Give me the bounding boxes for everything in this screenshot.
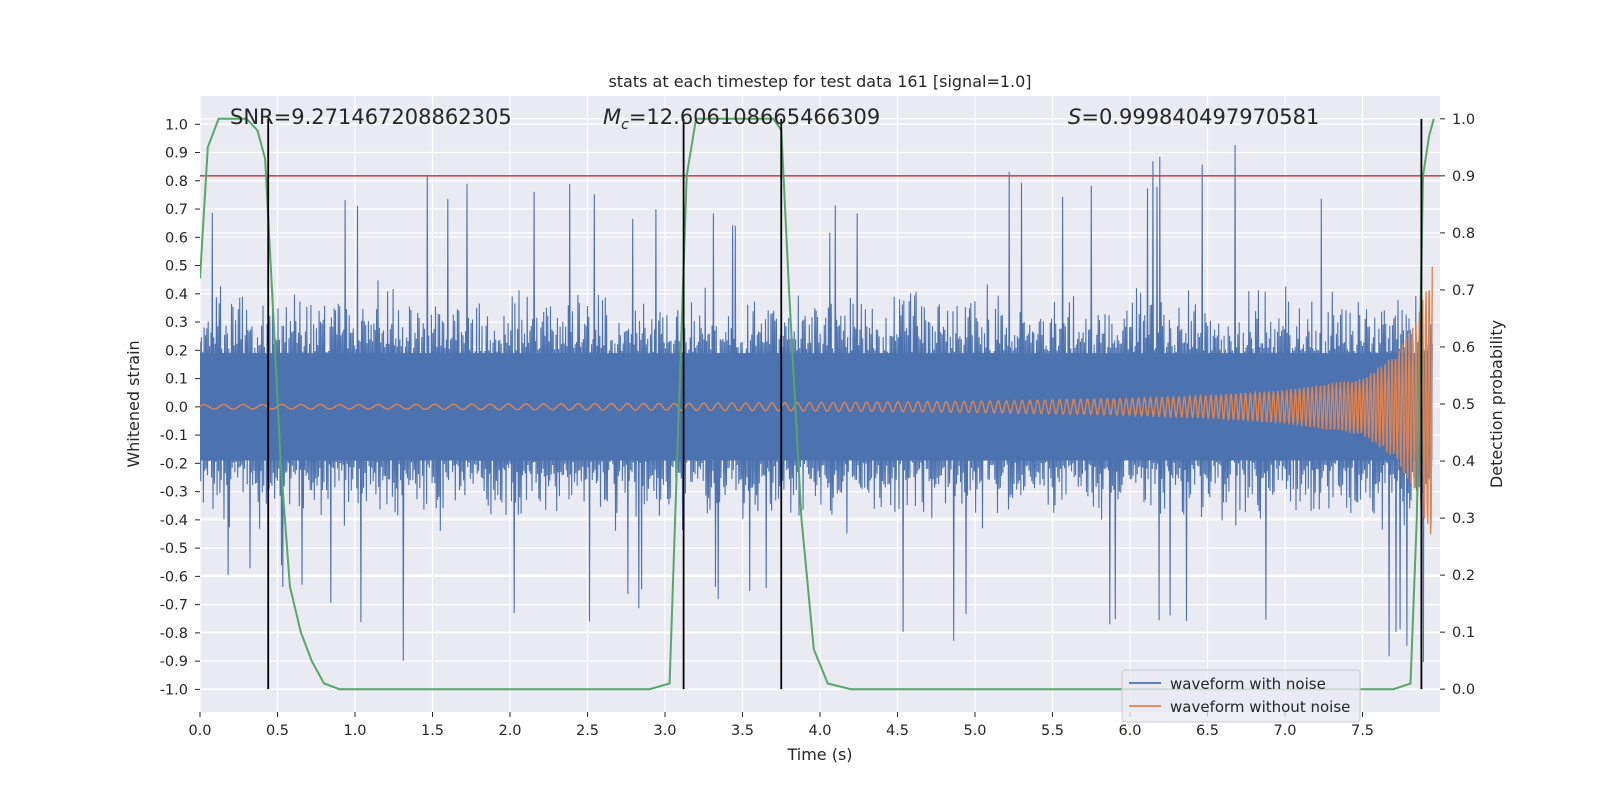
x-tick-label: 3.5 [731,723,754,739]
y-right-tick-label: 0.9 [1452,169,1475,185]
x-tick-label: 4.5 [886,723,909,739]
x-axis-ticks: 0.0 0.5 1.0 1.5 2.0 2.5 3.0 3.5 4.0 4.5 5.0 5.5 6.0 6… [188,712,1374,739]
y-left-tick-label: 0.3 [165,315,188,331]
y-right-tick-label: 0.0 [1452,682,1475,698]
y-left-tick-label: -0.3 [160,485,188,501]
legend-label-noise: waveform with noise [1170,675,1326,693]
x-tick-label: 7.0 [1273,723,1296,739]
x-tick-label: 1.5 [421,723,444,739]
y-right-tick-label: 0.6 [1452,340,1475,356]
statistic-symbol: S [1068,105,1081,129]
x-tick-label: 2.5 [576,723,599,739]
y-left-tick-label: -0.7 [160,598,188,614]
x-tick-label: 3.0 [653,723,676,739]
y-left-tick-label: -0.9 [160,654,188,670]
legend-box [1121,669,1361,723]
y-axis-right-ticks: 1.0 0.9 0.8 0.7 0.6 0.5 0.4 0.3 0.2 0.1 0.0 [1440,112,1475,698]
y-left-tick-label: 0.6 [165,230,188,246]
x-tick-label: 0.0 [188,723,211,739]
y-right-tick-label: 0.5 [1452,397,1475,413]
y-axis-left-ticks: 1.0 0.9 0.8 0.7 0.6 0.5 0.4 0.3 0.2 0.1 0.0 -0.1 -0.… [160,117,200,698]
y-left-tick-label: -0.2 [160,456,188,472]
x-tick-label: 6.0 [1118,723,1141,739]
y-left-tick-label: 0.5 [165,259,188,275]
x-tick-label: 5.0 [963,723,986,739]
y-left-tick-label: -0.8 [160,626,188,642]
y-left-tick-label: 0.8 [165,174,188,190]
y-left-tick-label: 0.4 [165,287,188,303]
y-left-tick-label: -0.5 [160,541,188,557]
chirp-mass-symbol: M [603,105,621,129]
y-right-tick-label: 0.4 [1452,454,1475,470]
x-axis-label: Time (s) [786,745,852,764]
x-tick-label: 7.5 [1351,723,1374,739]
y-left-tick-label: 0.9 [165,146,188,162]
y-right-tick-label: 0.2 [1452,568,1475,584]
y-left-tick-label: 0.2 [165,343,188,359]
y-right-tick-label: 0.1 [1452,625,1475,641]
y-right-tick-label: 0.3 [1452,511,1475,527]
y-right-tick-label: 0.7 [1452,283,1475,299]
y-left-tick-label: 0.7 [165,202,188,218]
y-left-tick-label: -0.4 [160,513,188,529]
snr-annotation: SNR=9.271467208862305 [230,105,512,129]
chart-title: stats at each timestep for test data 161… [608,72,1031,91]
x-tick-label: 6.5 [1196,723,1219,739]
y-left-tick-label: 0.1 [165,372,188,388]
x-tick-label: 2.0 [498,723,521,739]
x-tick-label: 5.5 [1041,723,1064,739]
y-right-tick-label: 0.8 [1452,226,1475,242]
noise-trace [200,144,1433,663]
y-left-tick-label: -0.6 [160,569,188,585]
x-tick-label: 1.0 [343,723,366,739]
statistic-annotation: S=0.999840497970581 [1068,105,1319,129]
y-left-tick-label: 0.0 [165,400,188,416]
chirp-mass-subscript: c [621,117,629,133]
y-left-tick-label: 1.0 [165,117,188,133]
x-tick-label: 0.5 [266,723,289,739]
x-tick-label: 4.0 [808,723,831,739]
series-waveform-without-noise [200,266,1433,535]
chirp-mass-value: =12.606108665466309 [629,105,880,129]
y-axis-left-label: Whitened strain [124,340,143,467]
chirp-mass-annotation: Mc=12.606108665466309 [603,105,880,133]
vertical-markers [267,118,1423,690]
clean-trace [200,266,1433,535]
y-right-tick-label: 1.0 [1452,112,1475,128]
legend-label-clean: waveform without noise [1170,698,1350,716]
statistic-value: =0.999840497970581 [1081,105,1319,129]
legend: waveform with noise waveform without noi… [1121,669,1361,723]
y-axis-right-label: Detection probability [1487,320,1506,488]
y-left-tick-label: -1.0 [160,682,188,698]
y-left-tick-label: -0.1 [160,428,188,444]
